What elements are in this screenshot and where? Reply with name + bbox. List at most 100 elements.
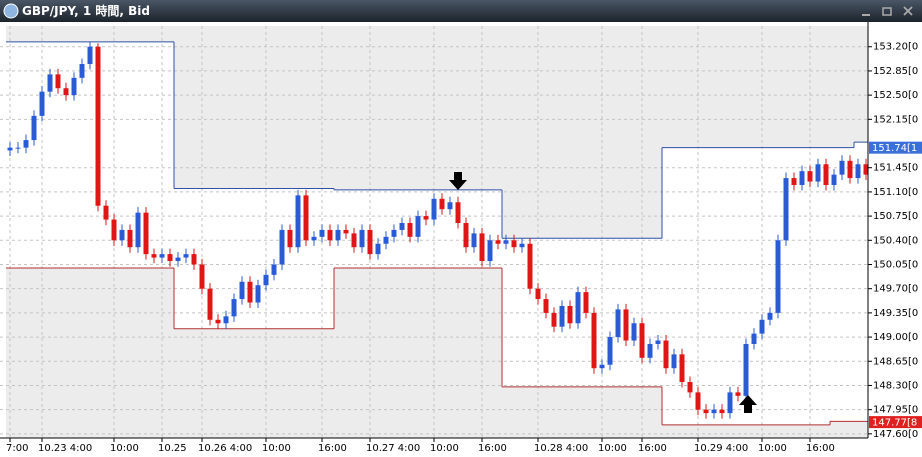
candle-body [695, 392, 701, 410]
candle-body [255, 285, 261, 303]
candle-body [167, 254, 173, 262]
candle-body [295, 195, 301, 248]
candle-body [751, 333, 757, 344]
candle-body [623, 309, 629, 341]
candle-body [455, 202, 461, 224]
candle-body [23, 140, 29, 148]
x-tick-label: 10.29 4:00 [694, 443, 748, 454]
x-tick-label: 10.23 4:00 [38, 443, 92, 454]
candle-body [231, 299, 237, 317]
close-button[interactable] [903, 6, 913, 16]
candle-body [367, 229, 373, 255]
shade [334, 267, 502, 438]
candle-body [671, 354, 677, 369]
candle-body [223, 316, 229, 324]
maximize-button[interactable] [882, 7, 892, 16]
candle-body [487, 240, 493, 262]
candle-body [719, 409, 725, 414]
x-tick-label: 16:00 [318, 443, 347, 454]
candle-body [351, 233, 357, 248]
candle-body [55, 74, 61, 89]
x-tick-label: 10:00 [262, 443, 291, 454]
candle-body [767, 312, 773, 320]
candle-body [391, 229, 397, 237]
chart-title: GBP/JPY, 1 時間, Bid [22, 3, 150, 18]
x-tick-label: 16:00 [638, 443, 667, 454]
candle-body [615, 309, 621, 338]
candle-body [479, 233, 485, 262]
candle-body [247, 281, 253, 303]
candle-body [63, 88, 69, 96]
candle-body [327, 229, 333, 241]
minimize-button[interactable] [862, 14, 870, 16]
candle-body [711, 409, 717, 414]
candle-body [775, 240, 781, 313]
candle-body [847, 160, 853, 179]
candle-body [607, 337, 613, 365]
candle-body [839, 160, 845, 175]
candle-body [71, 77, 77, 96]
window-buttons[interactable] [862, 6, 913, 16]
x-tick-label: 16:00 [478, 443, 507, 454]
sell-arrow [449, 172, 467, 190]
candle-body [343, 229, 349, 234]
candle-body [447, 202, 453, 210]
y-tick-label: 147.60[0 [873, 429, 918, 440]
candle-body [31, 115, 37, 141]
candle-body [535, 288, 541, 300]
candle-body [303, 195, 309, 241]
candle-body [735, 392, 741, 396]
y-tick-label: 152.50[0 [873, 90, 918, 101]
shade [502, 26, 662, 239]
candle-body [567, 305, 573, 324]
shade [502, 386, 662, 438]
candle-body [135, 212, 141, 248]
x-tick-label: 10.28 4:00 [534, 443, 588, 454]
y-tick-label: 148.65[0 [873, 356, 918, 367]
candle-body [647, 343, 653, 358]
candle-body [359, 229, 365, 248]
candle-body [399, 223, 405, 230]
candle-body [423, 216, 429, 220]
shade [6, 267, 174, 438]
candle-body [143, 212, 149, 255]
candle-body [687, 382, 693, 393]
candle-body [79, 64, 85, 78]
price-label: 151.74[1 [872, 143, 917, 154]
shade [662, 424, 830, 438]
y-tick-label: 150.40[0 [873, 235, 918, 246]
y-tick-label: 152.85[0 [873, 66, 918, 77]
candle-body [559, 305, 565, 327]
candle-body [47, 74, 53, 92]
candle-body [431, 198, 437, 220]
candle-body [591, 312, 597, 369]
candle-body [543, 299, 549, 313]
candle-body [663, 340, 669, 369]
shade [334, 26, 502, 190]
x-tick-label: 10.26 4:00 [198, 443, 252, 454]
y-tick-label: 148.30[0 [873, 380, 918, 391]
title-bar [0, 0, 922, 22]
candle-body [863, 164, 869, 175]
y-tick-label: 149.35[0 [873, 308, 918, 319]
candle-body [207, 288, 213, 320]
candle-body [151, 254, 157, 258]
y-tick-label: 153.20[0 [873, 42, 918, 53]
candle-body [727, 392, 733, 414]
candle-body [415, 216, 421, 237]
candle-body [127, 229, 133, 248]
candle-body [191, 254, 197, 265]
candle-body [103, 205, 109, 220]
candle-body [311, 236, 317, 241]
candle-body [95, 46, 101, 206]
x-tick-label: 10:00 [598, 443, 627, 454]
candle-body [503, 240, 509, 244]
candle-body [759, 319, 765, 334]
candle-body [575, 292, 581, 324]
app-icon [3, 3, 19, 19]
price-label: 147.77[8 [872, 418, 917, 429]
shade [174, 26, 334, 189]
candle-body [183, 254, 189, 258]
shade [6, 26, 174, 42]
shade [854, 26, 868, 143]
